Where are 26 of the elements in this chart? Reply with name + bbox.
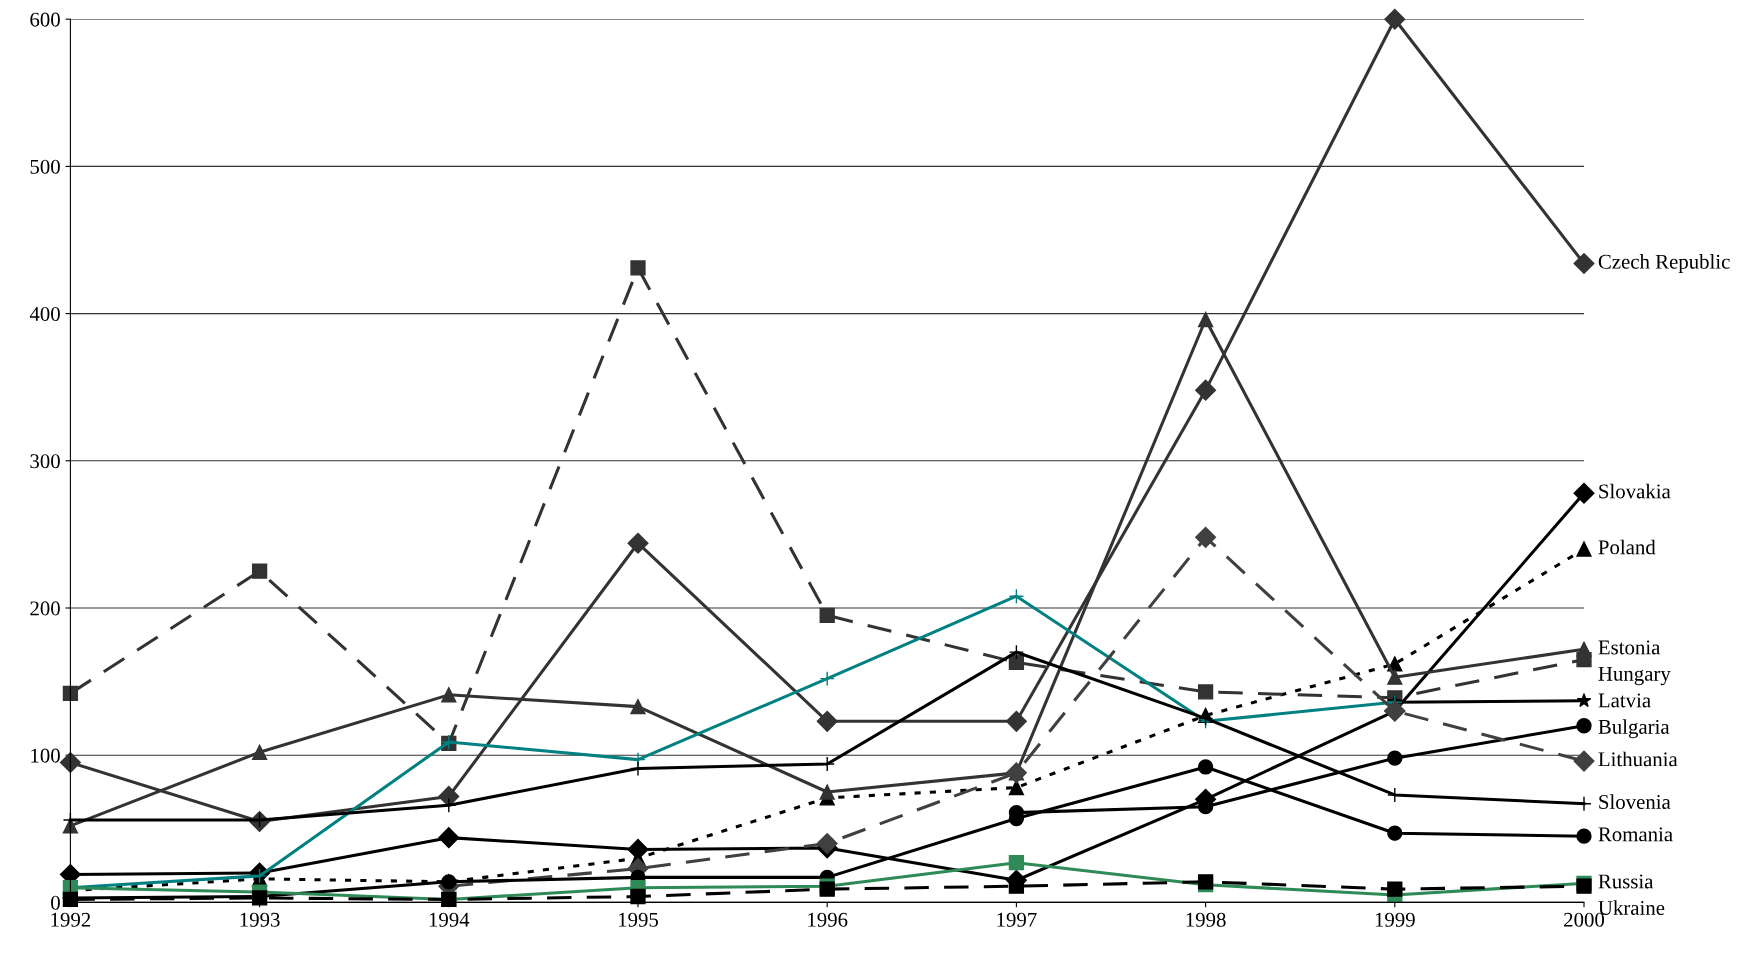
x-tick-label: 1996 [808,912,848,927]
y-tick-label: 400 [29,306,60,322]
y-tick-label: 100 [31,748,60,763]
series-label: Slovenia [1599,794,1671,809]
series-label: Romania [1598,827,1673,842]
series-label: Hungary [1598,667,1671,686]
x-tick-label: 1995 [619,912,659,927]
y-tick-label: 500 [30,159,60,174]
series-label: Lithuania [1598,751,1678,767]
y-tick-label: 600 [30,12,60,27]
y-tick-label: 200 [30,601,60,616]
x-tick-label: 1997 [997,912,1037,927]
series-label: Bulgaria [1598,719,1670,739]
x-tick-label: 1993 [240,912,280,927]
x-tick-label: 1994 [429,912,470,927]
x-tick-label: 1992 [51,912,91,927]
series-label: Poland [1598,539,1656,555]
series-label: Slovakia [1599,483,1671,499]
series-label: Estonia [1598,640,1661,655]
y-tick-label: 300 [30,454,60,469]
series-label: Russia [1598,874,1654,889]
x-tick-label: 1998 [1186,912,1226,927]
x-tick-label: 1999 [1375,912,1415,927]
series-label: Czech Republic [1598,254,1730,273]
series-label: Latvia [1598,693,1651,708]
y-tick-label: 0 [51,895,60,910]
